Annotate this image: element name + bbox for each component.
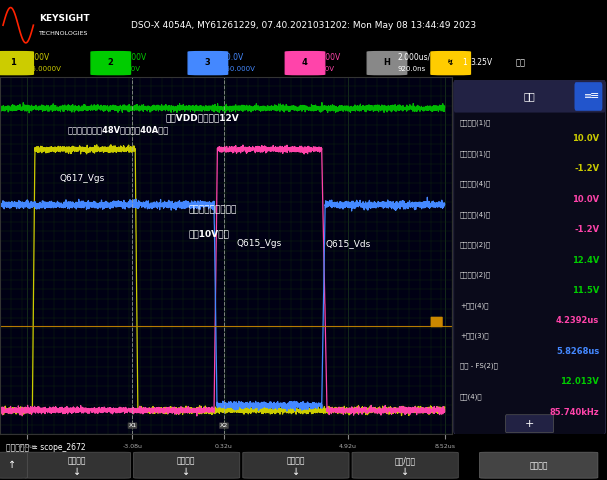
Text: 10.0V: 10.0V [572, 195, 599, 204]
Text: 最大电平(2)：: 最大电平(2)： [460, 241, 491, 248]
FancyBboxPatch shape [367, 52, 407, 74]
Text: 5.00V: 5.00V [124, 53, 147, 61]
FancyBboxPatch shape [188, 52, 228, 74]
Text: 0.0V: 0.0V [124, 66, 140, 72]
Text: 1: 1 [10, 58, 16, 67]
Text: 85.740kHz: 85.740kHz [549, 408, 599, 417]
Text: 缺省/撑除: 缺省/撑除 [395, 456, 415, 465]
Text: 11.5V: 11.5V [572, 286, 599, 295]
Text: 150.000V: 150.000V [222, 66, 256, 72]
FancyBboxPatch shape [506, 415, 554, 432]
Text: ↓: ↓ [291, 467, 300, 477]
FancyBboxPatch shape [0, 452, 27, 478]
Text: Y2: Y2 [432, 317, 442, 326]
Text: +: + [525, 419, 534, 429]
FancyBboxPatch shape [0, 52, 33, 74]
Text: 平均 - FS(2)：: 平均 - FS(2)： [460, 363, 498, 370]
FancyBboxPatch shape [24, 452, 131, 478]
Text: 最小电平(1)：: 最小电平(1)： [460, 150, 491, 156]
Text: X2: X2 [220, 423, 228, 428]
Text: ≡: ≡ [585, 92, 592, 101]
Text: -1.2V: -1.2V [574, 165, 599, 173]
Text: Q615_Vds: Q615_Vds [326, 239, 371, 248]
FancyBboxPatch shape [352, 452, 458, 478]
Text: 最小电平(2)：: 最小电平(2)： [460, 272, 491, 278]
Text: 负载大些时高电平幅: 负载大些时高电平幅 [188, 205, 237, 214]
Text: 920.0ns: 920.0ns [398, 66, 426, 72]
Text: 4.2392us: 4.2392us [556, 316, 599, 325]
Text: 50.0V: 50.0V [222, 53, 244, 61]
Text: 12.4V: 12.4V [572, 255, 599, 264]
Text: H: H [383, 58, 390, 67]
Text: KEYSIGHT: KEYSIGHT [39, 14, 90, 23]
Text: Q615_Vgs: Q615_Vgs [237, 239, 282, 248]
Text: ↓: ↓ [182, 467, 191, 477]
Text: ↓: ↓ [73, 467, 81, 477]
Text: +宽度(4)：: +宽度(4)： [460, 302, 489, 309]
Text: 15.0000V: 15.0000V [27, 66, 61, 72]
Text: 最大电平(1)：: 最大电平(1)： [460, 120, 491, 126]
Text: 1: 1 [463, 58, 467, 67]
Text: 10.0V: 10.0V [572, 134, 599, 143]
Text: ≡: ≡ [590, 92, 599, 101]
Text: TECHNOLOGIES: TECHNOLOGIES [39, 31, 89, 36]
FancyBboxPatch shape [480, 452, 598, 478]
FancyBboxPatch shape [134, 452, 240, 478]
Text: +宽度(3)：: +宽度(3)： [460, 333, 489, 339]
FancyBboxPatch shape [0, 0, 261, 65]
Text: 频率(4)：: 频率(4)： [460, 393, 483, 400]
Text: 测量: 测量 [524, 92, 535, 101]
Text: ↑: ↑ [8, 460, 16, 470]
Text: 3: 3 [205, 58, 211, 67]
Text: 5.00V: 5.00V [27, 53, 50, 61]
Text: 抓取条件：低厈48V输出负载40A稳态: 抓取条件：低厈48V输出负载40A稳态 [67, 125, 169, 134]
Text: 回调菜单: 回调菜单 [177, 456, 195, 465]
FancyBboxPatch shape [574, 82, 602, 111]
Text: 最大电平(4)：: 最大电平(4)： [460, 180, 491, 187]
Text: 5.8268us: 5.8268us [556, 347, 599, 356]
FancyBboxPatch shape [454, 80, 605, 113]
Text: X1: X1 [128, 423, 137, 428]
Text: 5.00V: 5.00V [319, 53, 341, 61]
Text: 芯片VDD供电电厈12V: 芯片VDD供电电厈12V [165, 113, 239, 122]
Text: 保存菜单: 保存菜单 [68, 456, 86, 465]
Text: ↯: ↯ [447, 58, 454, 67]
Text: 12.013V: 12.013V [560, 377, 599, 386]
Text: 最小电平(4)：: 最小电平(4)： [460, 211, 491, 217]
FancyBboxPatch shape [285, 52, 325, 74]
Text: 保存到文件 = scope_2672: 保存到文件 = scope_2672 [6, 443, 86, 452]
Text: DSO-X 4054A, MY61261229, 07.40.2021031202: Mon May 08 13:44:49 2023: DSO-X 4054A, MY61261229, 07.40.202103120… [131, 21, 476, 30]
Text: 停止: 停止 [516, 58, 526, 67]
Text: -1.2V: -1.2V [574, 225, 599, 234]
Text: 2: 2 [107, 58, 114, 67]
Text: 0.0V: 0.0V [319, 66, 334, 72]
Text: 2.000us/: 2.000us/ [398, 53, 431, 61]
FancyBboxPatch shape [431, 52, 470, 74]
Text: 按下保存: 按下保存 [529, 461, 548, 470]
Text: 值有10V左右: 值有10V左右 [188, 229, 229, 238]
FancyBboxPatch shape [243, 452, 349, 478]
Text: 3.25V: 3.25V [470, 58, 492, 67]
Text: 4: 4 [302, 58, 308, 67]
Text: 电子邮件: 电子邮件 [287, 456, 305, 465]
FancyBboxPatch shape [91, 52, 131, 74]
Text: Q617_Vgs: Q617_Vgs [59, 174, 104, 183]
Text: ↓: ↓ [401, 467, 409, 477]
FancyBboxPatch shape [454, 80, 605, 434]
